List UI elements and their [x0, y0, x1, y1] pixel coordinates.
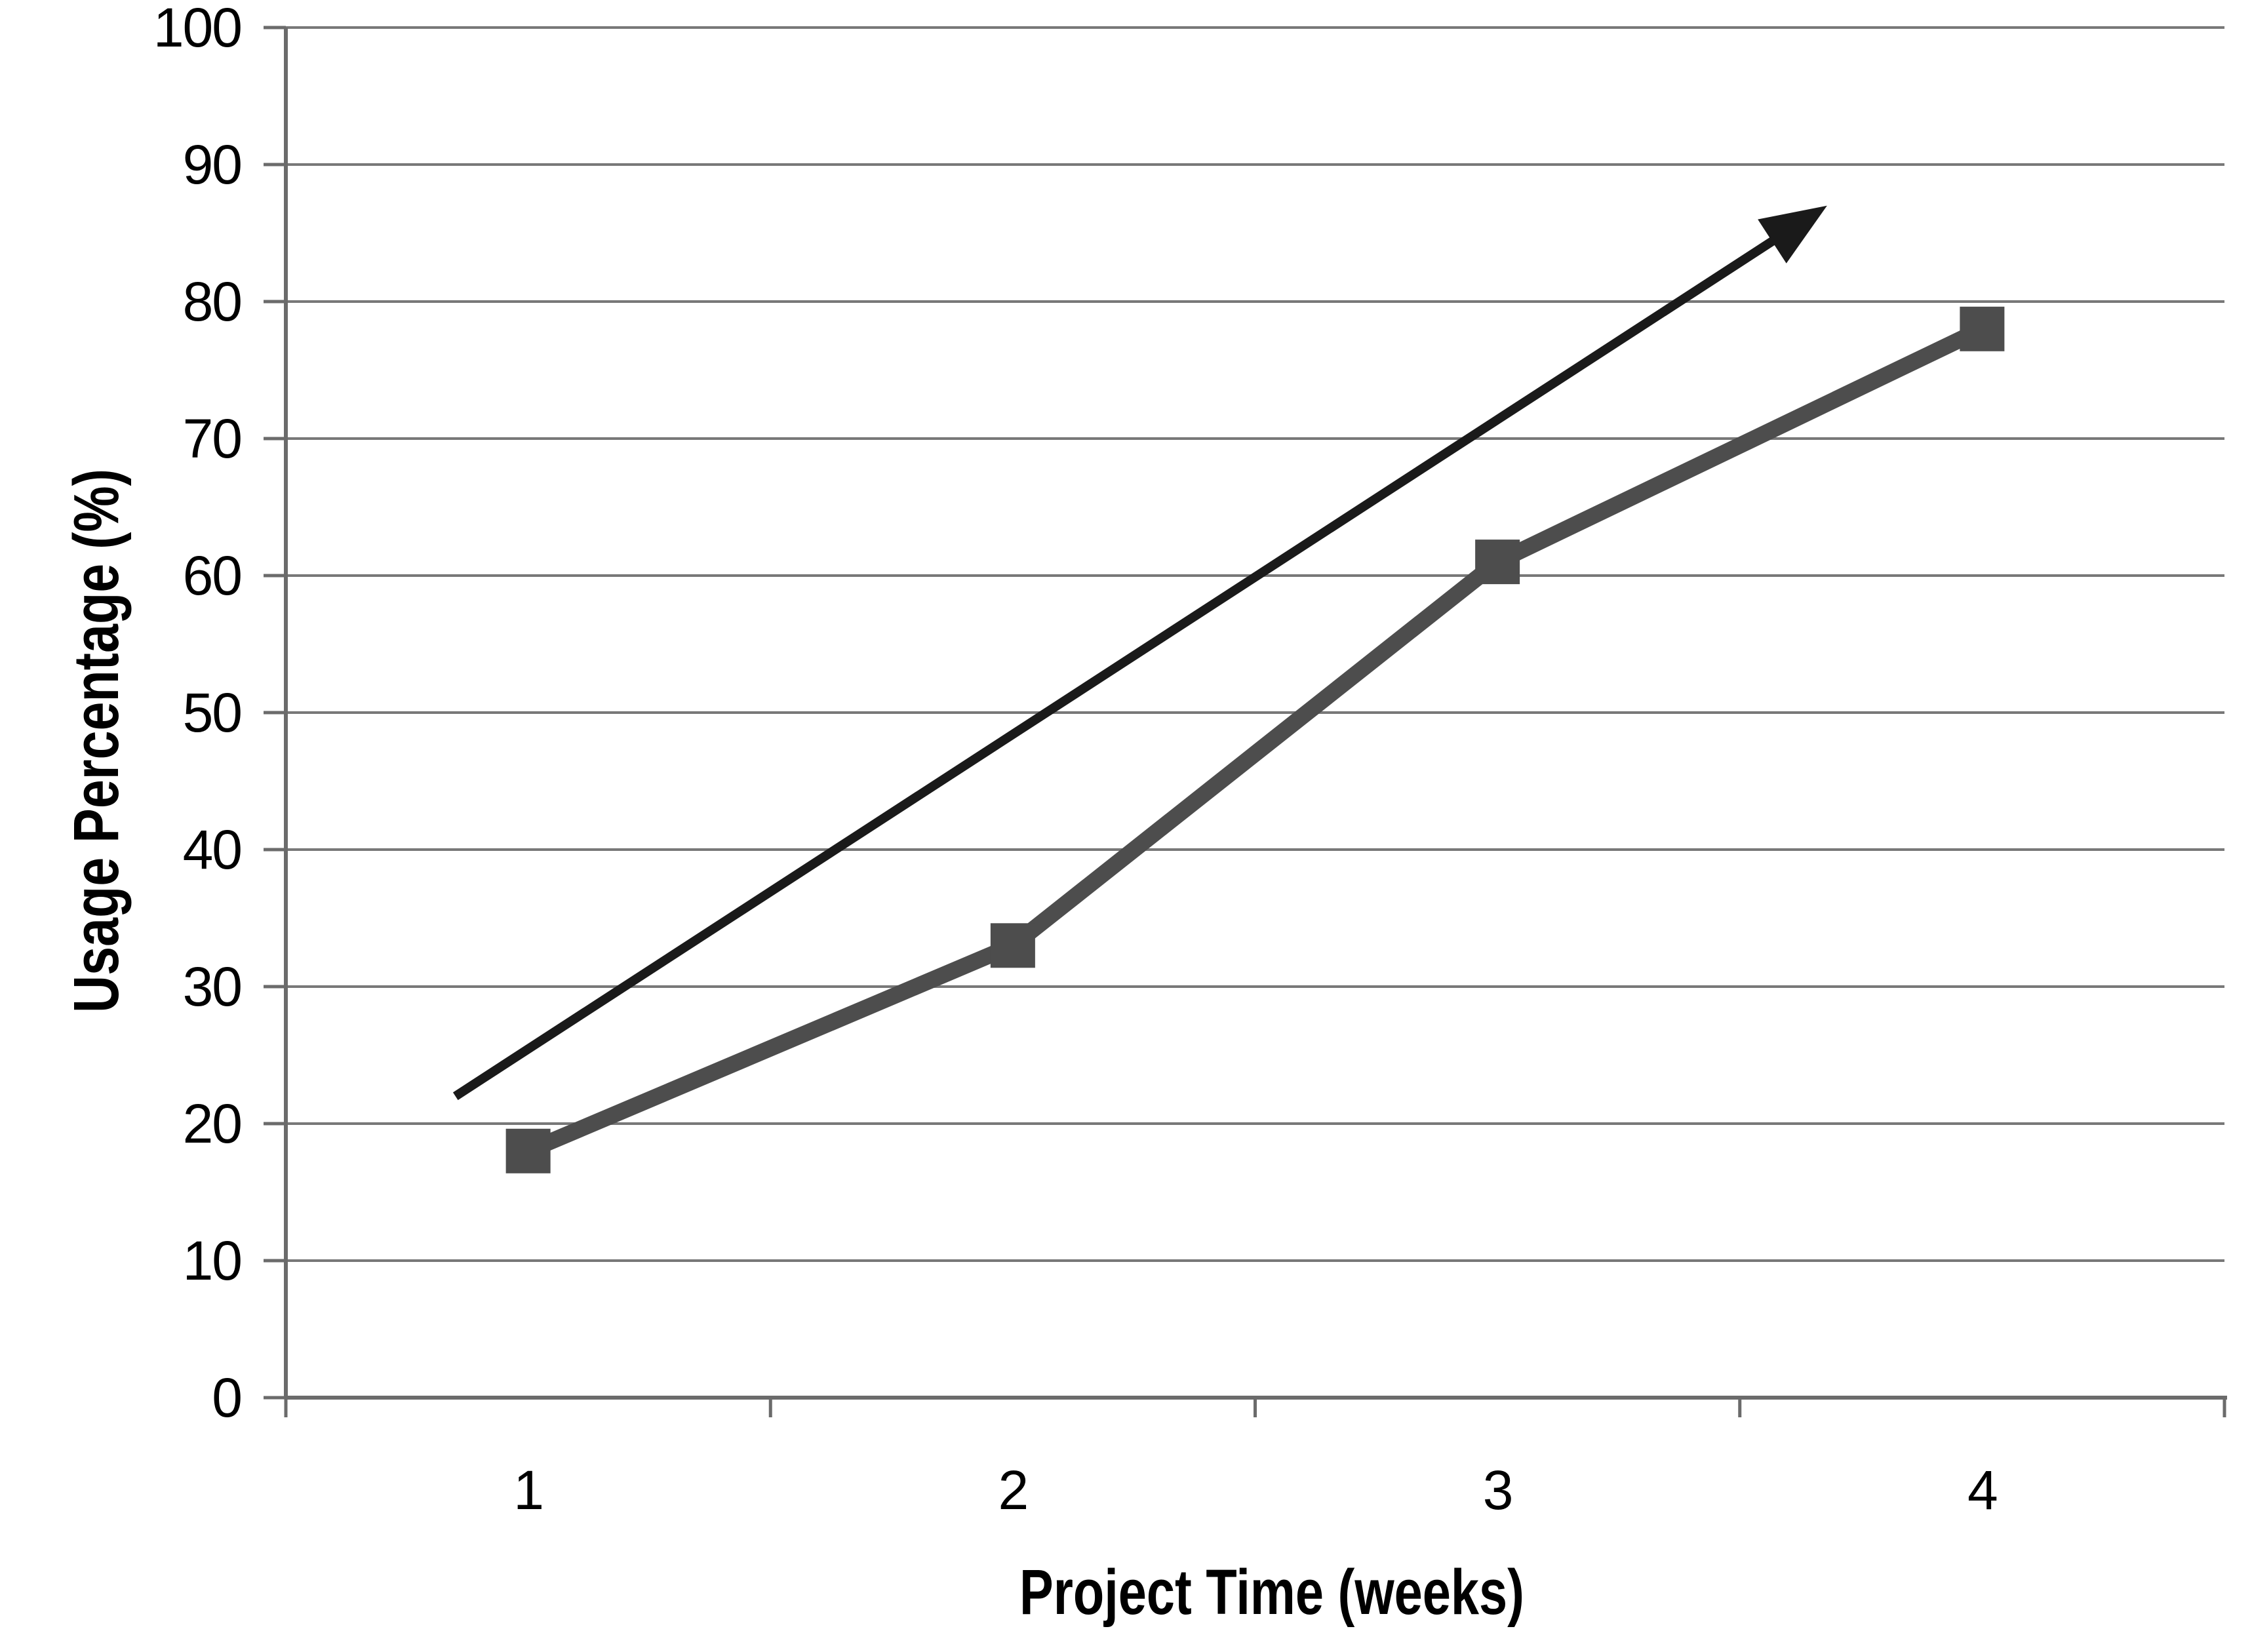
- trend-arrow-head: [1758, 205, 1827, 264]
- tick-labels-group: 0 10 20 30 40 50 60 70 80 90 100 1 2 3 4: [153, 0, 1998, 1521]
- y-tick-label: 70: [183, 408, 241, 469]
- gridlines-group: [286, 26, 2224, 1262]
- trend-arrow-shaft: [452, 221, 1800, 1101]
- data-point-marker: [505, 1128, 551, 1173]
- series-group: [505, 306, 2005, 1173]
- x-tick-label: 2: [998, 1459, 1028, 1521]
- y-tick-label: 30: [183, 956, 241, 1017]
- x-tick-label: 1: [513, 1459, 543, 1521]
- y-tick-label: 20: [183, 1093, 241, 1154]
- y-tick-label: 60: [183, 545, 241, 606]
- y-tick-label: 0: [212, 1367, 241, 1428]
- y-tick-label: 40: [183, 819, 241, 880]
- y-tick-label: 80: [183, 271, 241, 332]
- data-point-marker: [1475, 540, 1520, 585]
- axes-group: [264, 26, 2227, 1417]
- series-line: [524, 321, 1986, 1159]
- y-tick-label: 90: [183, 134, 241, 195]
- y-tick-label: 50: [183, 682, 241, 743]
- y-axis-title: Usage Percentage (%): [60, 469, 132, 1013]
- annotations-group: [452, 205, 1827, 1101]
- y-tick-label: 100: [153, 0, 241, 58]
- data-point-marker: [990, 923, 1035, 968]
- x-axis-title: Project Time (weeks): [1019, 1556, 1524, 1628]
- data-point-marker: [1960, 306, 2005, 351]
- x-tick-label: 4: [1967, 1459, 1997, 1521]
- y-tick-label: 10: [183, 1230, 241, 1291]
- x-tick-label: 3: [1483, 1459, 1512, 1521]
